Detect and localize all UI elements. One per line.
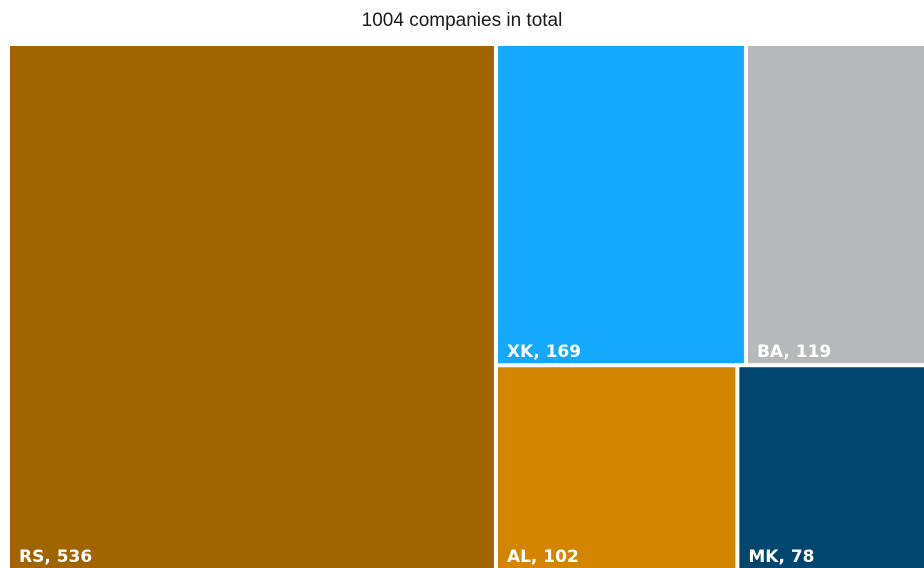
tile-rect-ba <box>747 46 924 364</box>
tile-rect-rs <box>10 46 494 568</box>
tile-ba: BA, 119 <box>747 46 924 364</box>
tile-al: AL, 102 <box>497 367 736 568</box>
tile-label-rs: RS, 536 <box>19 547 92 567</box>
tile-label-al: AL, 102 <box>507 547 579 567</box>
tile-label-ba: BA, 119 <box>757 342 831 362</box>
tile-xk: XK, 169 <box>497 46 744 364</box>
tile-mk: MK, 78 <box>739 367 924 568</box>
tile-rect-xk <box>497 46 744 364</box>
tile-label-mk: MK, 78 <box>748 547 814 567</box>
tile-rs: RS, 536 <box>10 46 494 568</box>
tile-rect-al <box>497 367 736 568</box>
tile-label-xk: XK, 169 <box>507 342 581 362</box>
tile-rect-mk <box>739 367 924 568</box>
chart-title: 1004 companies in total <box>361 10 563 31</box>
